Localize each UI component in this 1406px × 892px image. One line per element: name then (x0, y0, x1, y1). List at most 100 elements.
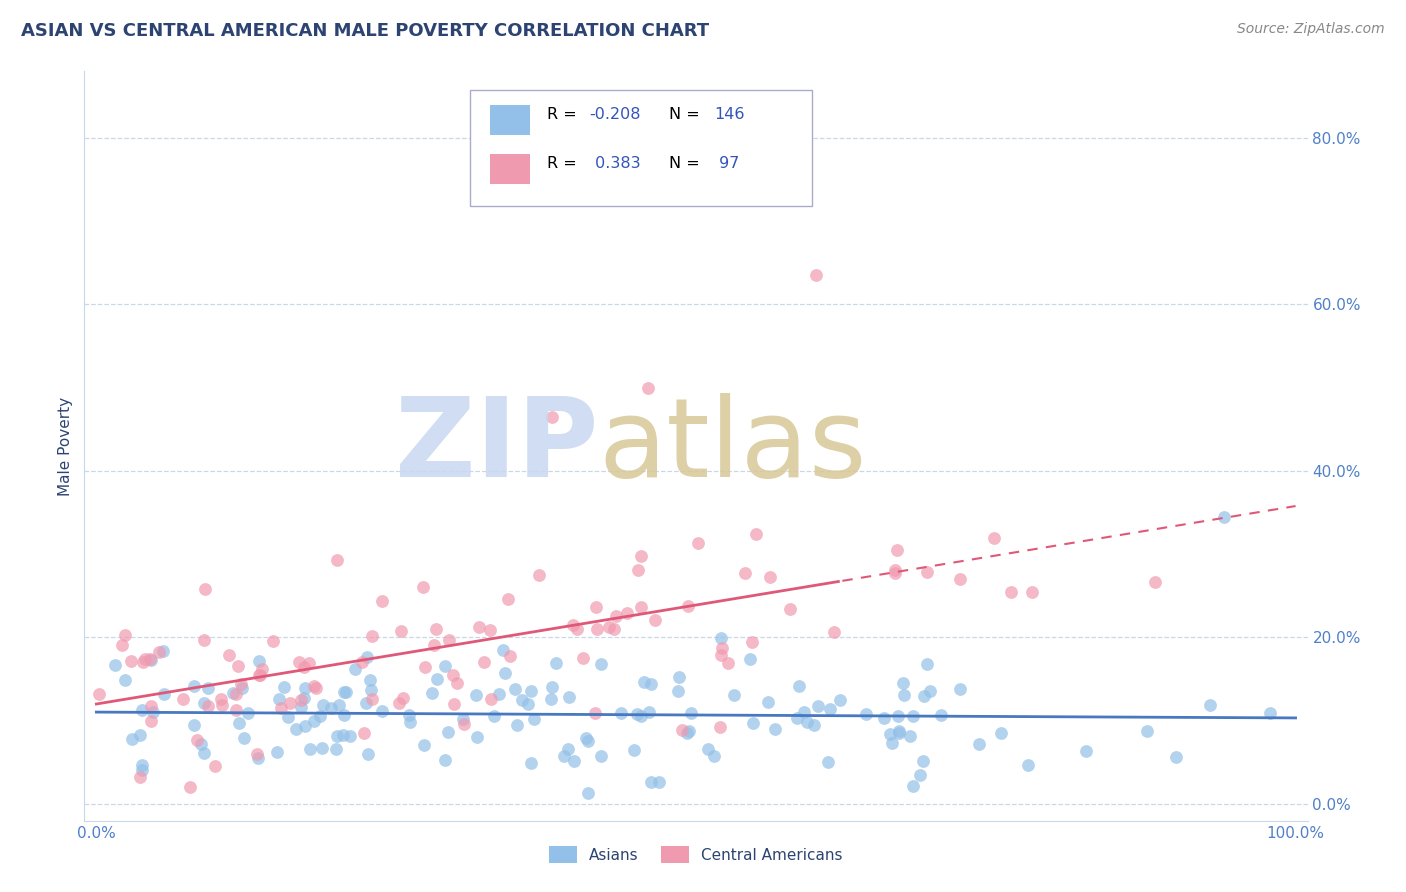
Point (796, 715, 818, 730)
Point (1164, 750, 1187, 764)
Point (887, 724, 910, 739)
Point (553, 749, 575, 764)
Point (540, 692, 562, 706)
FancyBboxPatch shape (491, 105, 530, 135)
Point (153, 687, 176, 701)
Point (290, 692, 312, 706)
Point (709, 720, 731, 734)
Text: ZIP: ZIP (395, 392, 598, 500)
Point (433, 753, 456, 767)
Point (228, 716, 250, 731)
Point (616, 606, 638, 620)
Point (267, 692, 290, 706)
Point (141, 698, 163, 713)
Point (412, 580, 434, 594)
Point (294, 681, 316, 695)
Point (276, 710, 298, 724)
Point (186, 732, 208, 747)
Point (360, 682, 382, 697)
Point (326, 553, 349, 567)
Point (546, 656, 568, 670)
Point (392, 690, 415, 705)
Point (249, 668, 271, 682)
Point (371, 704, 394, 718)
Point (443, 697, 465, 711)
Point (193, 746, 215, 760)
Point (887, 726, 910, 740)
Point (398, 708, 420, 723)
Point (134, 652, 156, 666)
Point (211, 698, 233, 712)
Point (285, 722, 308, 736)
Point (575, 731, 598, 745)
Point (270, 700, 292, 714)
Point (1198, 698, 1220, 712)
Point (413, 739, 436, 753)
Point (855, 707, 877, 722)
Point (250, 662, 273, 676)
Point (139, 652, 162, 666)
Point (710, 648, 733, 662)
Point (879, 727, 901, 741)
Point (89, 687, 111, 701)
Point (763, 722, 786, 736)
Point (194, 582, 217, 596)
Point (912, 689, 935, 703)
Point (142, 705, 165, 719)
Point (759, 570, 782, 584)
Point (517, 698, 540, 712)
Point (222, 686, 245, 700)
Point (333, 685, 356, 699)
Point (225, 687, 247, 701)
Point (128, 770, 150, 784)
Point (292, 690, 315, 705)
Point (389, 624, 412, 639)
Point (918, 684, 941, 698)
Point (557, 741, 579, 756)
Point (148, 644, 170, 658)
Point (298, 742, 321, 756)
Point (311, 740, 333, 755)
Text: 0.383: 0.383 (589, 156, 640, 171)
Point (325, 741, 347, 756)
Point (1143, 575, 1166, 590)
Point (197, 681, 219, 695)
Point (983, 531, 1005, 545)
Point (903, 779, 925, 793)
Point (120, 654, 142, 668)
Point (229, 677, 252, 691)
Point (585, 623, 607, 637)
Point (605, 609, 627, 624)
Point (1212, 509, 1234, 524)
Point (209, 692, 232, 706)
Point (828, 693, 851, 707)
Point (246, 747, 269, 762)
Point (630, 549, 652, 564)
Point (204, 759, 226, 773)
Point (893, 688, 915, 702)
Point (572, 651, 595, 665)
Point (371, 594, 394, 608)
Point (436, 724, 458, 739)
Point (710, 641, 733, 656)
Point (492, 643, 515, 657)
Point (949, 572, 972, 586)
Point (132, 655, 155, 669)
Point (292, 659, 315, 673)
Point (226, 658, 249, 673)
Text: R =: R = (547, 156, 582, 171)
Point (523, 712, 546, 726)
Point (305, 681, 328, 696)
Point (703, 749, 725, 764)
Point (111, 638, 134, 652)
Point (183, 718, 205, 732)
Point (441, 668, 464, 682)
Point (280, 696, 302, 710)
Point (565, 622, 588, 636)
Point (678, 724, 700, 739)
Point (131, 757, 153, 772)
Point (884, 566, 907, 581)
Point (494, 666, 516, 681)
Point (817, 755, 839, 769)
Point (433, 659, 456, 673)
